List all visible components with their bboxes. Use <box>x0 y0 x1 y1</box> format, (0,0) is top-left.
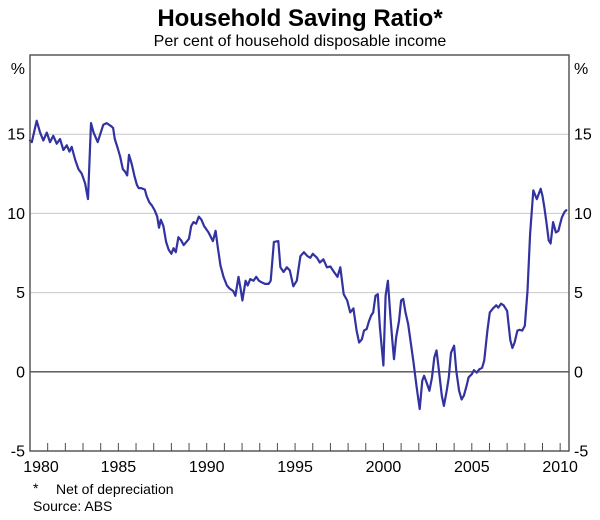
x-axis-label-2010: 2010 <box>542 459 578 476</box>
x-axis-label-1985: 1985 <box>101 459 137 476</box>
y-axis-label-left-0: 0 <box>16 364 25 381</box>
y-axis-label-left-15: 15 <box>7 127 25 144</box>
percent-unit-label-right: % <box>574 61 588 78</box>
chart-subtitle: Per cent of household disposable income <box>153 33 447 50</box>
x-axis-label-1990: 1990 <box>189 459 225 476</box>
x-axis-label-1980: 1980 <box>23 459 59 476</box>
source-text: Source: ABS <box>33 498 113 514</box>
footnote-marker: * <box>33 480 39 496</box>
footnote-text: Net of depreciation <box>56 481 174 497</box>
x-axis-label-1995: 1995 <box>277 459 313 476</box>
y-axis-label-left--5: -5 <box>11 444 25 461</box>
y-axis-label-right--5: -5 <box>574 444 588 461</box>
saving-ratio-line <box>28 119 568 411</box>
chart-title: Household Saving Ratio* <box>157 5 443 32</box>
x-axis-label-2005: 2005 <box>454 459 490 476</box>
y-axis-label-right-10: 10 <box>574 206 592 223</box>
plot-frame <box>29 54 570 452</box>
x-axis-label-2000: 2000 <box>366 459 402 476</box>
y-axis-label-right-15: 15 <box>574 127 592 144</box>
y-axis-label-left-5: 5 <box>16 285 25 302</box>
y-axis-label-right-5: 5 <box>574 285 583 302</box>
percent-unit-label-left: % <box>11 61 25 78</box>
y-axis-label-right-0: 0 <box>574 364 583 381</box>
y-axis-label-left-10: 10 <box>7 206 25 223</box>
